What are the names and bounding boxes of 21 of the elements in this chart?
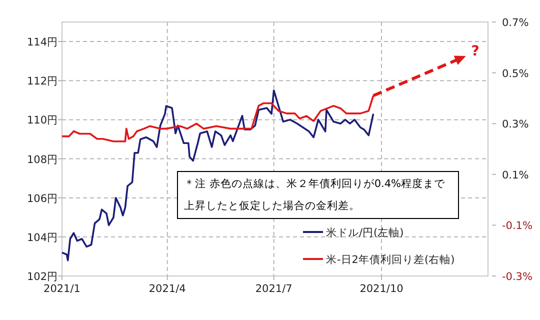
legend-label: 米ドル/円(左軸): [326, 226, 404, 239]
y-tick-label: 104円: [26, 232, 58, 244]
y-tick-label: 106円: [26, 192, 58, 205]
x-tick-label: 2021/10: [360, 283, 404, 295]
y-tick-label: 114円: [26, 36, 58, 49]
y-tick-label: 110円: [26, 114, 58, 127]
y2-tick-label: 0.3%: [502, 118, 529, 131]
y-tick-label: 102円: [26, 271, 58, 283]
legend-label: 米-日2年債利回り差(右軸): [326, 253, 455, 266]
y2-tick-label: 0.5%: [502, 68, 529, 80]
y2-tick-label: 0.7%: [502, 17, 529, 29]
y2-tick-label: 0.1%: [502, 169, 529, 182]
y2-tick-label: -0.1%: [502, 220, 532, 232]
annotation: ＊注 赤色の点線は、米２年債利回りが0.4%程度まで上昇したと仮定した場合の金利差。: [177, 171, 459, 219]
y-tick-label: 108円: [26, 154, 58, 166]
x-tick-label: 2021/1: [44, 283, 80, 295]
y-tick-label: 112円: [26, 76, 58, 88]
x-tick-label: 2021/7: [255, 283, 292, 295]
annotation: ?: [471, 44, 480, 60]
y2-tick-label: -0.3%: [502, 271, 532, 283]
x-tick-label: 2021/4: [148, 283, 186, 295]
